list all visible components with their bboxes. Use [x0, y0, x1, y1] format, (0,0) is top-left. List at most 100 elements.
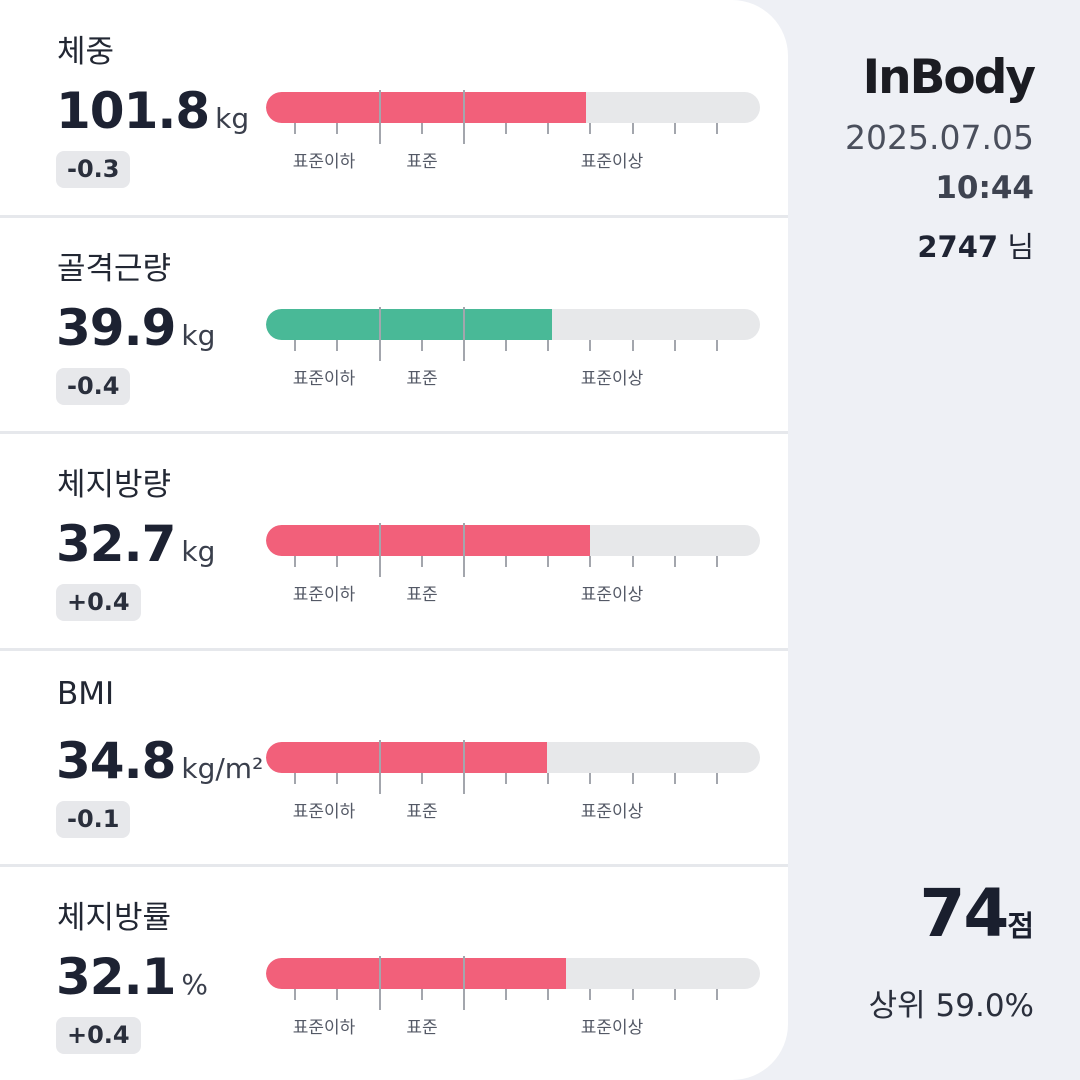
user-suffix: 님 [1007, 230, 1034, 264]
metric-value-group: 101.8 kg [56, 82, 249, 140]
metric-value-group: 34.8 kg/m² [56, 732, 263, 790]
scale-tick [421, 772, 423, 784]
scale-tick [421, 989, 423, 1000]
metric-value: 39.9 [56, 298, 176, 357]
metric-row: 골격근량 39.9 kg -0.4 표준이하 표준 표준이상 [0, 214, 788, 432]
scale-tick [505, 123, 507, 134]
metric-unit: % [181, 968, 208, 1001]
scale-tick [589, 556, 591, 567]
scale-tick [547, 123, 549, 134]
metric-row: 체지방률 32.1% +0.4 표준이하 표준 표준이상 [0, 864, 788, 1080]
scale-label: 표준이하 [292, 585, 356, 605]
scale-tick [674, 772, 676, 784]
scale-label: 표준 [406, 152, 438, 172]
scale-major-tick [463, 956, 465, 1010]
measurement-time: 10:44 [935, 170, 1034, 206]
metric-value-group: 32.7 kg [56, 515, 215, 573]
scale-tick [294, 123, 296, 134]
scale-tick [589, 339, 591, 351]
metric-range-bar [266, 741, 760, 773]
metric-unit: kg [215, 102, 250, 135]
scale-tick [632, 989, 634, 1000]
metric-change-badge: -0.4 [56, 367, 131, 405]
scale-tick [632, 339, 634, 351]
metric-range-bar [266, 92, 760, 123]
scale-tick [674, 556, 676, 567]
scale-tick [547, 339, 549, 351]
scale-label: 표준이상 [580, 368, 644, 389]
metric-value-group: 39.9 kg [56, 299, 215, 357]
metric-unit: kg/m² [181, 751, 264, 785]
scale-tick [632, 772, 634, 784]
scale-tick [336, 339, 338, 351]
scale-label: 표준이상 [580, 1018, 644, 1038]
metric-range-bar [266, 308, 760, 340]
metric-change-badge: -0.1 [56, 800, 131, 838]
scale-major-tick [379, 523, 381, 577]
metric-value: 34.8 [56, 731, 176, 790]
metric-range-bar [266, 958, 760, 989]
metric-range-fill [266, 525, 591, 556]
scale-major-tick [379, 956, 381, 1010]
scale-tick [505, 772, 507, 784]
scale-label: 표준 [406, 585, 438, 605]
score-value: 74 [919, 875, 1009, 952]
scale-major-tick [379, 90, 381, 144]
scale-tick [294, 772, 296, 784]
metric-row: BMI 34.8 kg/m² -0.1 표준이하 표준 표준이상 [0, 647, 788, 865]
scale-major-tick [379, 306, 381, 361]
scale-label: 표준 [406, 801, 438, 822]
scale-label: 표준이하 [292, 368, 356, 389]
scale-tick [421, 339, 423, 351]
scale-label: 표준이상 [580, 801, 644, 822]
metric-range-fill [266, 308, 553, 340]
user-id: 2747 [917, 230, 999, 264]
metric-value: 32.1 [56, 948, 176, 1006]
metric-row: 체중 101.8 kg -0.3 표준이하 표준 표준이상 [0, 0, 788, 215]
metric-change-badge: -0.3 [56, 151, 131, 188]
metric-range-fill [266, 741, 548, 773]
scale-major-tick [463, 523, 465, 577]
scale-tick [716, 556, 718, 567]
scale-tick [336, 989, 338, 1000]
scale-tick [336, 556, 338, 567]
scale-label: 표준이하 [292, 152, 356, 172]
scale-tick [716, 123, 718, 134]
user-label: 2747 님 [917, 224, 1034, 266]
scale-tick [547, 772, 549, 784]
scale-label: 표준이하 [292, 1018, 356, 1038]
metric-title: 체중 [57, 34, 115, 70]
scale-tick [716, 772, 718, 784]
measurement-date: 2025.07.05 [845, 118, 1034, 157]
scale-tick [547, 989, 549, 1000]
scale-major-tick [463, 90, 465, 144]
scale-tick [716, 989, 718, 1000]
scale-major-tick [463, 306, 465, 361]
metric-title: 골격근량 [57, 250, 172, 287]
inbody-score: 74점 [919, 875, 1034, 952]
scale-tick [632, 556, 634, 567]
scale-label: 표준이상 [580, 585, 644, 605]
scale-tick [505, 339, 507, 351]
scale-tick [294, 339, 296, 351]
metric-range-bar [266, 525, 760, 556]
scale-tick [421, 556, 423, 567]
scale-tick [294, 556, 296, 567]
scale-tick [336, 123, 338, 134]
metric-row: 체지방량 32.7 kg +0.4 표준이하 표준 표준이상 [0, 431, 788, 648]
scale-tick [336, 772, 338, 784]
scale-tick [674, 989, 676, 1000]
scale-tick [589, 989, 591, 1000]
scale-tick [294, 989, 296, 1000]
scale-tick [589, 772, 591, 784]
scale-tick [589, 123, 591, 134]
metric-title: 체지방량 [57, 467, 172, 503]
metric-change-badge: +0.4 [56, 1017, 141, 1054]
scale-tick [674, 339, 676, 351]
scale-label: 표준이하 [292, 801, 356, 822]
scale-label: 표준 [406, 1018, 438, 1038]
inbody-logo: InBody [862, 50, 1036, 105]
scale-major-tick [379, 739, 381, 794]
metric-change-badge: +0.4 [56, 584, 141, 621]
metric-value: 32.7 [56, 515, 176, 573]
